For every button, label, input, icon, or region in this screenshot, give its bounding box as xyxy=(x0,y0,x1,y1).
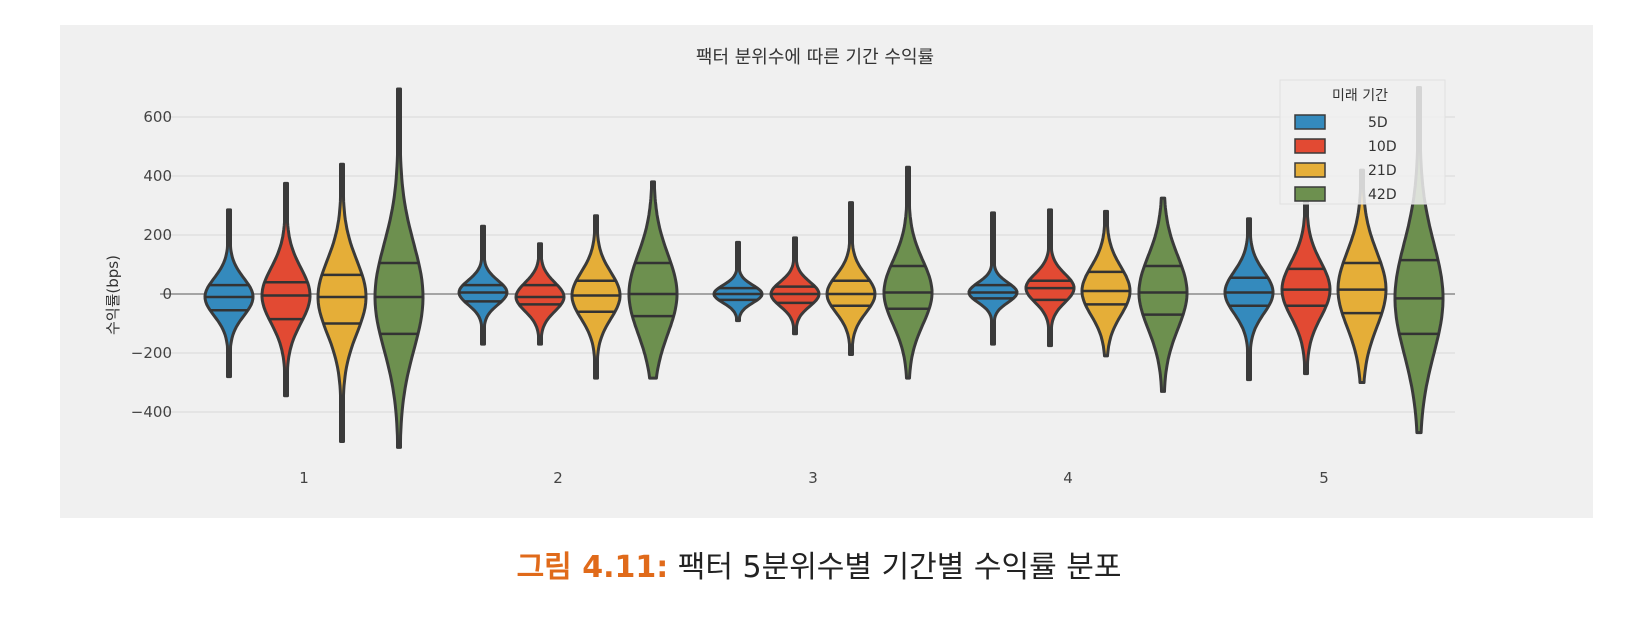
violin-body xyxy=(260,181,312,398)
violin-42D-q4 xyxy=(1137,196,1189,393)
violin-5D-q2 xyxy=(457,224,509,346)
violin-42D-q2 xyxy=(627,180,679,380)
violin-body xyxy=(1137,196,1189,393)
violin-5D-q3 xyxy=(712,240,764,323)
violin-body xyxy=(1080,209,1132,358)
figure-caption: 그림 4.11: 팩터 5분위수별 기간별 수익률 분포 xyxy=(0,548,1638,588)
violin-21D-q3 xyxy=(825,201,877,356)
legend-swatch xyxy=(1294,186,1326,202)
y-tick-label: 0 xyxy=(162,285,172,303)
legend-label: 42D xyxy=(1368,187,1397,203)
violin-10D-q4 xyxy=(1024,208,1076,348)
x-tick-label: 3 xyxy=(808,469,818,487)
violin-10D-q1 xyxy=(260,181,312,398)
legend-swatch xyxy=(1294,138,1326,154)
violin-10D-q5 xyxy=(1280,190,1332,376)
legend: 미래 기간 5D 10D 21D 42D xyxy=(1279,79,1446,205)
legend-swatch xyxy=(1294,114,1326,130)
violin-21D-q4 xyxy=(1080,209,1132,358)
axes: 600 400 200 0 −200 −400 1 2 3 4 5 xyxy=(131,108,1329,487)
chart-panel: 600 400 200 0 −200 −400 1 2 3 4 5 팩터 분위수에 따른 기간 수익… xyxy=(60,25,1593,518)
y-axis-label: 수익률(bps) xyxy=(104,255,122,335)
violin-21D-q1 xyxy=(316,162,368,443)
violin-21D-q2 xyxy=(570,214,622,380)
violin-body xyxy=(1024,208,1076,348)
caption-text: 팩터 5분위수별 기간별 수익률 분포 xyxy=(668,550,1122,585)
violin-body xyxy=(1223,217,1275,382)
legend-label: 5D xyxy=(1368,115,1388,131)
violin-10D-q2 xyxy=(514,242,566,346)
violin-body xyxy=(316,162,368,443)
violin-body xyxy=(627,180,679,380)
violins xyxy=(203,86,1445,449)
x-tick-label: 4 xyxy=(1063,469,1073,487)
violin-5D-q1 xyxy=(203,208,255,379)
violin-body xyxy=(570,214,622,380)
violin-body xyxy=(373,87,425,449)
legend-swatch xyxy=(1294,162,1326,178)
x-tick-label: 1 xyxy=(299,469,309,487)
violin-5D-q4 xyxy=(967,211,1019,346)
legend-title: 미래 기간 xyxy=(1332,88,1388,104)
x-tick-label: 5 xyxy=(1319,469,1329,487)
y-tick-label: −400 xyxy=(131,403,172,421)
violin-body xyxy=(825,201,877,356)
y-tick-label: 400 xyxy=(143,167,172,185)
violin-10D-q3 xyxy=(769,236,821,336)
y-tick-label: 200 xyxy=(143,226,172,244)
chart-title: 팩터 분위수에 따른 기간 수익률 xyxy=(696,47,934,68)
legend-label: 21D xyxy=(1368,163,1397,179)
y-tick-label: 600 xyxy=(143,108,172,126)
violin-body xyxy=(203,208,255,379)
violin-body xyxy=(1280,190,1332,376)
violin-42D-q1 xyxy=(373,87,425,449)
violin-body xyxy=(712,240,764,323)
violin-body xyxy=(967,211,1019,346)
violin-body xyxy=(882,165,934,380)
legend-label: 10D xyxy=(1368,139,1397,155)
x-tick-label: 2 xyxy=(553,469,563,487)
y-tick-label: −200 xyxy=(131,344,172,362)
violin-5D-q5 xyxy=(1223,217,1275,382)
violin-body xyxy=(514,242,566,346)
violin-42D-q3 xyxy=(882,165,934,380)
caption-label: 그림 4.11: xyxy=(516,550,669,585)
violin-chart: 600 400 200 0 −200 −400 1 2 3 4 5 팩터 분위수에 따른 기간 수익… xyxy=(104,47,1455,487)
